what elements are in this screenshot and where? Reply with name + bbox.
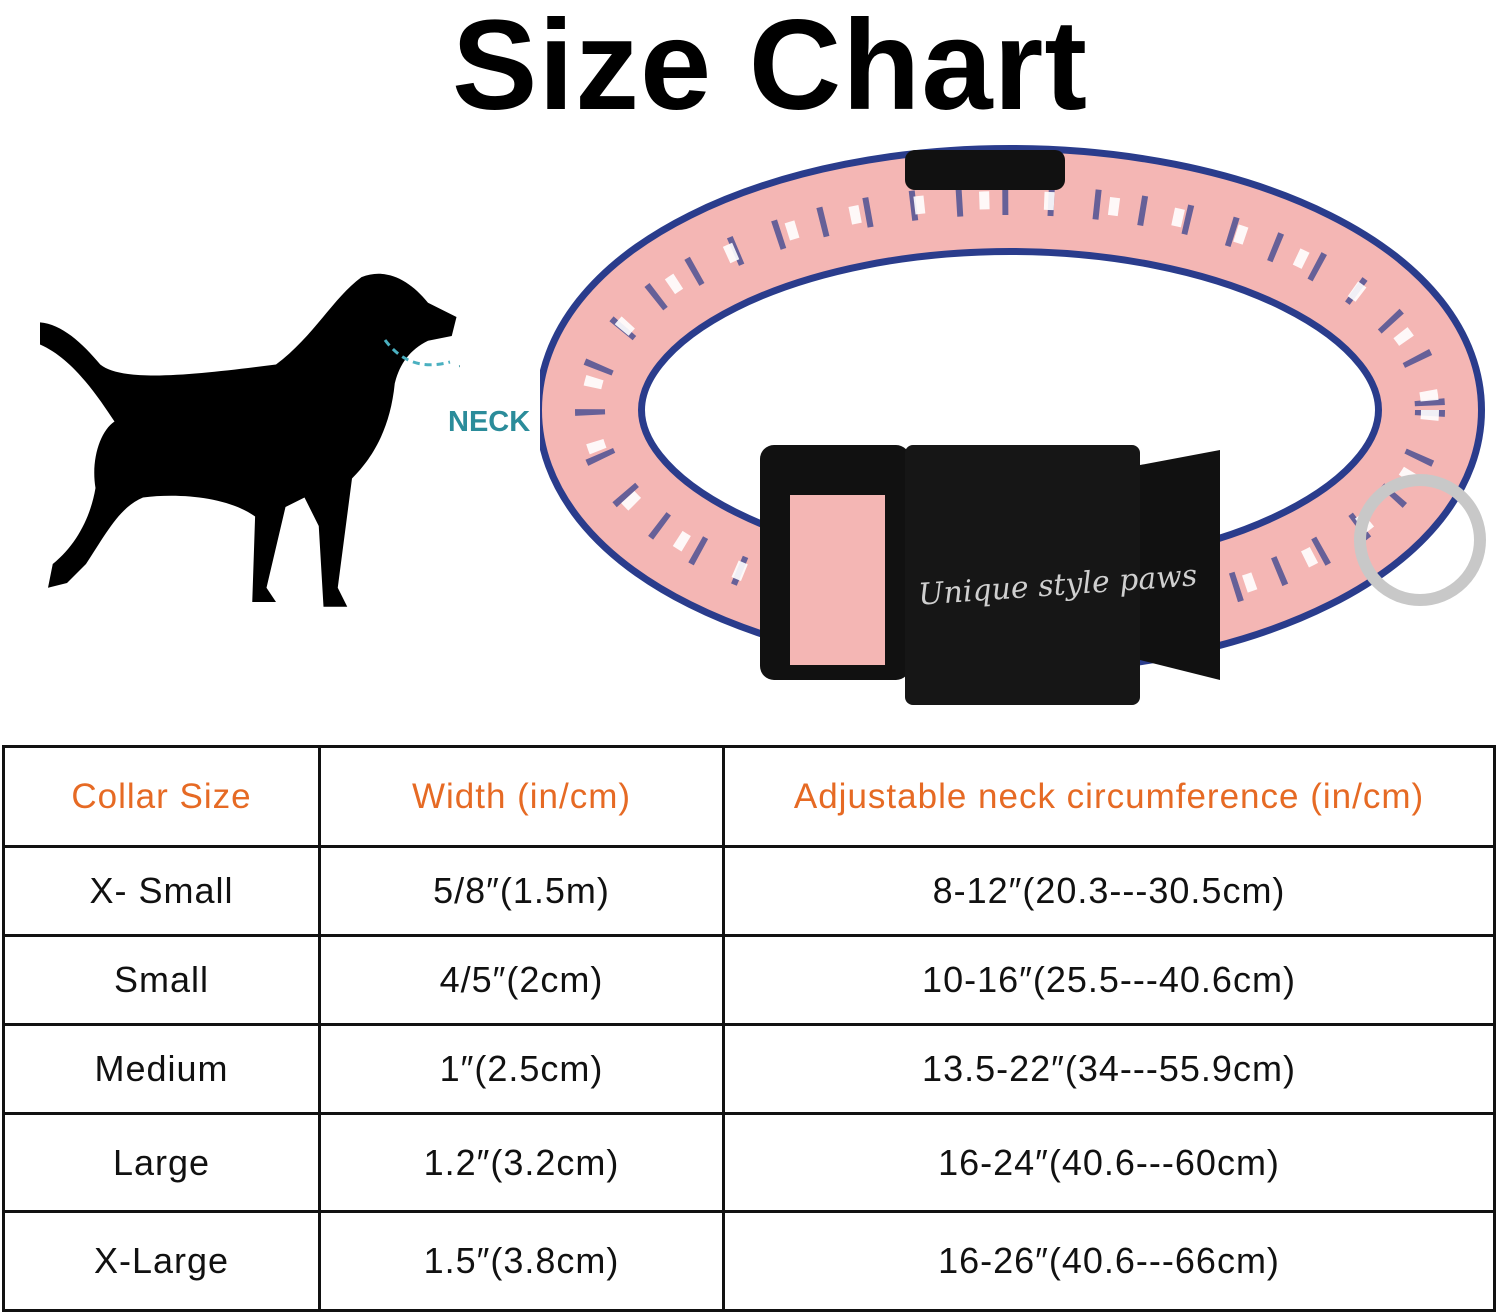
size-table: Collar Size Width (in/cm) Adjustable nec… [2, 745, 1496, 1312]
cell-width: 5/8″(1.5m) [318, 845, 725, 937]
table-row: Small 4/5″(2cm) 10-16″(25.5---40.6cm) [2, 934, 1496, 1026]
cell-width: 1.2″(3.2cm) [318, 1112, 725, 1213]
table-row: X-Large 1.5″(3.8cm) 16-26″(40.6---66cm) [2, 1210, 1496, 1312]
header-collar-size: Collar Size [2, 745, 321, 848]
table-row: X- Small 5/8″(1.5m) 8-12″(20.3---30.5cm) [2, 845, 1496, 937]
cell-width: 1.5″(3.8cm) [318, 1210, 725, 1312]
collar-image [540, 145, 1486, 705]
cell-width: 1″(2.5cm) [318, 1023, 725, 1115]
cell-size: Medium [2, 1023, 321, 1115]
header-neck-circumference: Adjustable neck circumference (in/cm) [722, 745, 1496, 848]
cell-neck: 13.5-22″(34---55.9cm) [722, 1023, 1496, 1115]
cell-neck: 10-16″(25.5---40.6cm) [722, 934, 1496, 1026]
page-title: Size Chart [452, 0, 1088, 137]
table-header-row: Collar Size Width (in/cm) Adjustable nec… [2, 745, 1496, 848]
table-row: Large 1.2″(3.2cm) 16-24″(40.6---60cm) [2, 1112, 1496, 1213]
cell-neck: 16-24″(40.6---60cm) [722, 1112, 1496, 1213]
neck-label: NECK [448, 406, 531, 438]
cell-neck: 8-12″(20.3---30.5cm) [722, 845, 1496, 937]
cell-size: Small [2, 934, 321, 1026]
table-row: Medium 1″(2.5cm) 13.5-22″(34---55.9cm) [2, 1023, 1496, 1115]
cell-size: X- Small [2, 845, 321, 937]
cell-size: X-Large [2, 1210, 321, 1312]
cell-width: 4/5″(2cm) [318, 934, 725, 1026]
dog-silhouette-image [40, 273, 460, 607]
header-width: Width (in/cm) [318, 745, 725, 848]
cell-neck: 16-26″(40.6---66cm) [722, 1210, 1496, 1312]
cell-size: Large [2, 1112, 321, 1213]
